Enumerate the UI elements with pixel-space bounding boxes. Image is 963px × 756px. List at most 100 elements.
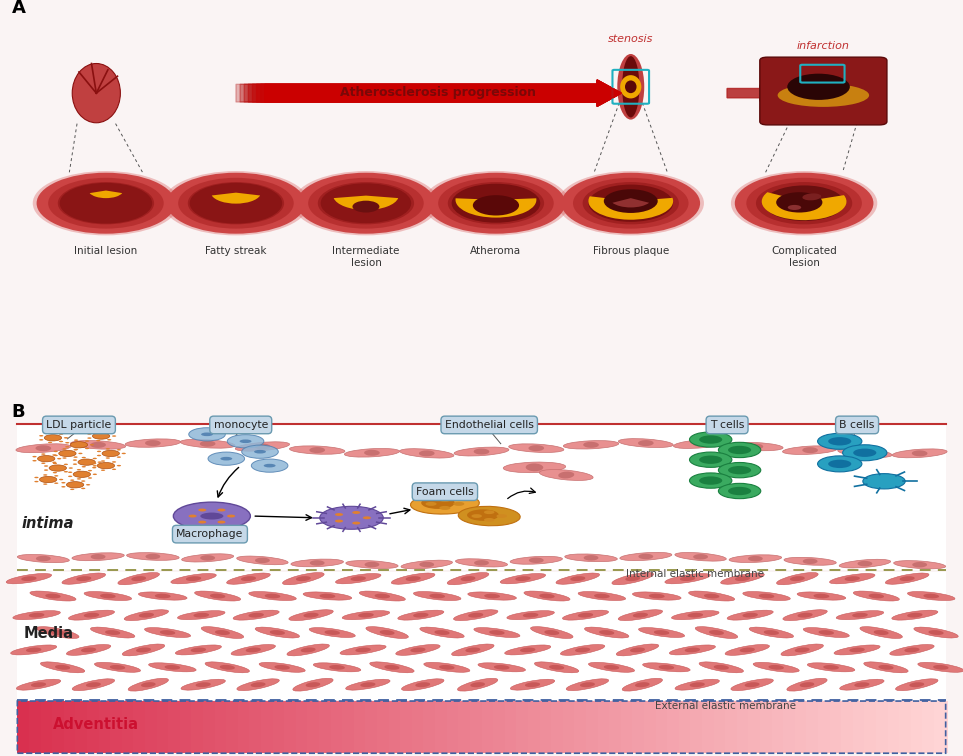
Circle shape xyxy=(321,183,411,223)
Ellipse shape xyxy=(744,682,760,687)
Bar xyxy=(238,701,251,753)
Ellipse shape xyxy=(226,573,271,584)
Ellipse shape xyxy=(720,573,765,584)
Circle shape xyxy=(52,454,57,456)
Circle shape xyxy=(81,480,86,482)
Circle shape xyxy=(97,463,115,469)
Ellipse shape xyxy=(860,627,902,639)
Ellipse shape xyxy=(200,513,223,519)
Bar xyxy=(702,701,716,753)
Bar xyxy=(783,701,796,753)
Circle shape xyxy=(117,465,121,466)
Ellipse shape xyxy=(309,627,355,637)
Circle shape xyxy=(59,441,64,442)
Circle shape xyxy=(92,463,96,464)
Ellipse shape xyxy=(819,631,834,635)
Ellipse shape xyxy=(893,449,947,458)
Bar xyxy=(121,701,136,753)
Circle shape xyxy=(48,178,164,228)
Ellipse shape xyxy=(616,644,659,656)
Circle shape xyxy=(828,437,851,445)
Circle shape xyxy=(64,471,68,472)
Ellipse shape xyxy=(241,576,256,581)
Ellipse shape xyxy=(86,682,101,687)
Circle shape xyxy=(728,487,751,495)
Circle shape xyxy=(35,481,39,482)
Ellipse shape xyxy=(578,613,593,618)
Circle shape xyxy=(251,459,288,472)
Circle shape xyxy=(818,433,862,449)
Ellipse shape xyxy=(759,593,774,598)
FancyArrow shape xyxy=(256,80,621,107)
Bar xyxy=(145,701,159,753)
Ellipse shape xyxy=(72,679,115,691)
Text: Complicated
lesion: Complicated lesion xyxy=(771,246,837,268)
Circle shape xyxy=(190,183,282,224)
Wedge shape xyxy=(455,198,536,218)
Ellipse shape xyxy=(620,75,641,98)
Ellipse shape xyxy=(612,572,654,584)
Ellipse shape xyxy=(584,555,598,560)
Ellipse shape xyxy=(515,576,531,581)
Ellipse shape xyxy=(148,663,196,672)
Circle shape xyxy=(44,465,48,466)
Bar xyxy=(923,701,936,753)
Ellipse shape xyxy=(539,593,555,599)
Circle shape xyxy=(73,449,78,451)
Ellipse shape xyxy=(66,645,111,655)
Ellipse shape xyxy=(139,612,154,618)
Bar xyxy=(482,701,495,753)
Ellipse shape xyxy=(91,554,106,559)
Ellipse shape xyxy=(391,573,435,584)
Circle shape xyxy=(66,482,84,488)
Circle shape xyxy=(38,456,55,462)
Ellipse shape xyxy=(365,562,379,567)
Circle shape xyxy=(41,463,45,464)
Bar xyxy=(830,701,844,753)
Text: Atheroma: Atheroma xyxy=(470,246,522,256)
Ellipse shape xyxy=(177,611,225,620)
Circle shape xyxy=(65,446,69,448)
Ellipse shape xyxy=(524,591,570,601)
Circle shape xyxy=(427,172,565,234)
Ellipse shape xyxy=(145,553,160,559)
Ellipse shape xyxy=(474,448,489,454)
Ellipse shape xyxy=(420,627,464,638)
Ellipse shape xyxy=(725,645,769,655)
Ellipse shape xyxy=(310,560,325,565)
Ellipse shape xyxy=(520,648,535,652)
Circle shape xyxy=(92,473,97,475)
Circle shape xyxy=(112,435,117,437)
Ellipse shape xyxy=(933,665,949,670)
Circle shape xyxy=(227,515,235,518)
Ellipse shape xyxy=(122,644,165,656)
FancyArrow shape xyxy=(248,80,621,107)
Ellipse shape xyxy=(918,662,963,672)
Ellipse shape xyxy=(525,682,540,687)
Ellipse shape xyxy=(794,647,810,652)
Circle shape xyxy=(863,473,905,489)
Bar xyxy=(516,701,530,753)
Ellipse shape xyxy=(201,627,244,639)
Bar xyxy=(934,701,948,753)
Ellipse shape xyxy=(255,558,270,563)
Ellipse shape xyxy=(215,630,230,635)
Text: Initial lesion: Initial lesion xyxy=(74,246,138,256)
Ellipse shape xyxy=(401,560,453,569)
Ellipse shape xyxy=(447,572,489,584)
Circle shape xyxy=(73,471,91,478)
Circle shape xyxy=(163,171,309,235)
Ellipse shape xyxy=(529,445,544,451)
Ellipse shape xyxy=(468,592,516,600)
Circle shape xyxy=(92,465,97,466)
Circle shape xyxy=(588,184,673,222)
Ellipse shape xyxy=(320,593,335,598)
Circle shape xyxy=(88,470,92,472)
Circle shape xyxy=(472,514,482,518)
Bar xyxy=(842,701,855,753)
Circle shape xyxy=(59,433,64,435)
Ellipse shape xyxy=(675,680,719,690)
Ellipse shape xyxy=(854,682,870,687)
Ellipse shape xyxy=(195,682,211,687)
Ellipse shape xyxy=(675,553,726,561)
